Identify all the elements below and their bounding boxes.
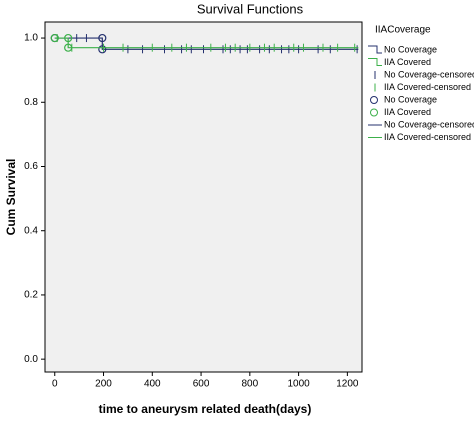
chart-title: Survival Functions <box>197 1 304 16</box>
x-tick-label: 1200 <box>336 379 359 390</box>
legend-title: IIACoverage <box>375 25 431 36</box>
legend-label: No Coverage-censored <box>384 69 474 79</box>
plot-area <box>44 21 363 373</box>
circle-marker <box>64 33 73 43</box>
circle-marker <box>64 43 73 52</box>
y-tick-label: 0.6 <box>24 161 38 172</box>
circle-marker <box>98 45 107 54</box>
x-tick-label: 1000 <box>287 379 310 390</box>
y-tick-label: 1.0 <box>24 33 38 44</box>
legend-label: IIA Covered <box>384 107 431 117</box>
legend-label: No Coverage <box>384 94 437 104</box>
legend-symbol <box>368 45 382 54</box>
x-tick-label: 0 <box>52 379 58 390</box>
x-axis-label: time to aneurysm related death(days) <box>99 402 312 416</box>
legend-symbol <box>370 108 378 117</box>
legend-label: IIA Covered-censored <box>384 82 471 92</box>
y-tick-label: 0.4 <box>24 225 38 236</box>
x-tick-label: 400 <box>144 379 161 390</box>
y-tick-label: 0.8 <box>24 97 38 108</box>
x-tick-label: 800 <box>241 379 258 390</box>
legend-symbol <box>370 96 378 104</box>
y-tick-label: 0.0 <box>24 354 38 365</box>
circle-marker <box>98 33 107 43</box>
legend-label: IIA Covered-censored <box>384 132 471 142</box>
survival-line <box>54 37 359 49</box>
x-tick-label: 600 <box>193 379 210 390</box>
x-tick-label: 200 <box>95 379 112 390</box>
y-tick-label: 0.2 <box>24 290 38 301</box>
circle-marker <box>50 33 59 43</box>
y-axis-label: Cum Survival <box>4 159 18 236</box>
legend-label: No Coverage-censored <box>384 119 474 129</box>
legend-symbol <box>368 58 382 66</box>
legend-label: No Coverage <box>384 44 437 54</box>
legend-label: IIA Covered <box>384 57 431 67</box>
